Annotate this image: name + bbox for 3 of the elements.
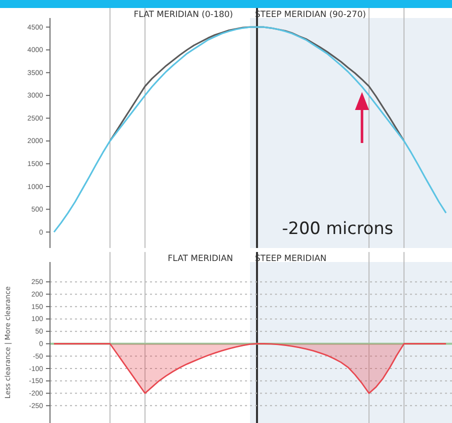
annotation: FLAT MERIDIAN (0-180) — [134, 10, 233, 20]
annotation: -200 microns — [282, 219, 394, 239]
annotation: FLAT MERIDIAN — [168, 254, 233, 264]
